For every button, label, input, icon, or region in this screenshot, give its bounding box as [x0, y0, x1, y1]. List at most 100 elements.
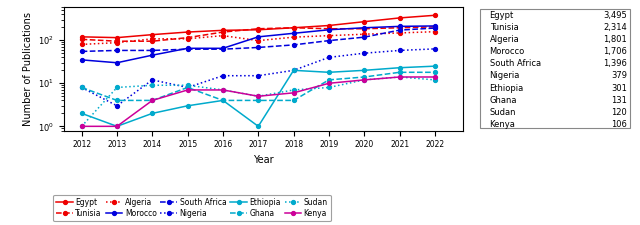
Kenya [255, 95, 262, 98]
Algeria [290, 36, 298, 38]
Sudan [148, 84, 156, 87]
Morocco [360, 26, 368, 29]
South Africa [431, 27, 439, 29]
Kenya [431, 76, 439, 78]
Algeria [78, 43, 86, 46]
Text: 120: 120 [612, 108, 627, 117]
Ethiopia [78, 112, 86, 115]
Text: Kenya: Kenya [490, 120, 515, 129]
Text: 3,495: 3,495 [604, 11, 627, 20]
Nigeria [325, 56, 333, 59]
Morocco [255, 36, 262, 38]
Kenya [184, 89, 191, 91]
Text: Nigeria: Nigeria [490, 71, 520, 80]
Nigeria [184, 86, 191, 89]
Ghana [360, 76, 368, 78]
South Africa [219, 48, 227, 51]
Kenya [78, 125, 86, 128]
South Africa [290, 44, 298, 46]
Ghana [325, 79, 333, 81]
Tunisia [255, 27, 262, 30]
Algeria [325, 34, 333, 37]
Morocco [113, 61, 121, 64]
Nigeria [78, 86, 86, 89]
Ethiopia [431, 65, 439, 68]
Egypt [78, 36, 86, 38]
Egypt [290, 26, 298, 29]
South Africa [78, 50, 86, 53]
Line: Egypt: Egypt [80, 13, 437, 40]
Nigeria [431, 47, 439, 50]
Morocco [148, 54, 156, 56]
Text: 2,314: 2,314 [604, 23, 627, 32]
Tunisia [184, 36, 191, 39]
Algeria [113, 41, 121, 44]
Egypt [360, 20, 368, 23]
Egypt [113, 36, 121, 39]
Morocco [219, 47, 227, 50]
Ethiopia [148, 112, 156, 115]
Text: 1,396: 1,396 [604, 59, 627, 68]
Ethiopia [290, 69, 298, 72]
Algeria [396, 32, 403, 34]
Line: Nigeria: Nigeria [80, 47, 437, 108]
Kenya [325, 82, 333, 85]
Nigeria [113, 104, 121, 107]
Tunisia [113, 40, 121, 43]
Egypt [255, 28, 262, 31]
Text: Morocco: Morocco [490, 47, 525, 56]
Text: Egypt: Egypt [490, 11, 514, 20]
Text: 301: 301 [611, 83, 627, 92]
Line: South Africa: South Africa [80, 26, 437, 53]
Line: Tunisia: Tunisia [80, 25, 437, 43]
Line: Algeria: Algeria [80, 30, 437, 46]
Algeria [219, 34, 227, 37]
Algeria [255, 39, 262, 42]
Text: 1,801: 1,801 [604, 35, 627, 44]
Text: 1,706: 1,706 [604, 47, 627, 56]
Nigeria [290, 69, 298, 72]
Text: 131: 131 [611, 96, 627, 105]
Ethiopia [219, 99, 227, 102]
Sudan [113, 86, 121, 89]
Kenya [219, 89, 227, 91]
Line: Morocco: Morocco [80, 24, 437, 65]
Text: Ethiopia: Ethiopia [490, 83, 524, 92]
Sudan [255, 95, 262, 98]
Ghana [290, 99, 298, 102]
Tunisia [396, 26, 403, 29]
Ghana [396, 71, 403, 74]
Ghana [78, 86, 86, 89]
Morocco [184, 47, 191, 50]
Egypt [431, 14, 439, 17]
Sudan [360, 79, 368, 81]
South Africa [396, 29, 403, 32]
Tunisia [219, 31, 227, 33]
Text: Ghana: Ghana [490, 96, 517, 105]
Text: 106: 106 [611, 120, 627, 129]
Morocco [325, 28, 333, 31]
Egypt [396, 17, 403, 19]
South Africa [184, 48, 191, 51]
Sudan [184, 84, 191, 87]
X-axis label: Year: Year [253, 155, 274, 165]
Tunisia [360, 27, 368, 30]
Nigeria [360, 52, 368, 54]
Line: Ethiopia: Ethiopia [80, 64, 437, 128]
Ethiopia [113, 125, 121, 128]
Ghana [219, 99, 227, 102]
Egypt [148, 33, 156, 36]
Text: South Africa: South Africa [490, 59, 541, 68]
Egypt [219, 29, 227, 32]
Kenya [290, 92, 298, 94]
Kenya [396, 76, 403, 78]
Algeria [431, 30, 439, 33]
Kenya [113, 125, 121, 128]
Tunisia [431, 25, 439, 28]
Tunisia [290, 26, 298, 29]
Nigeria [396, 49, 403, 52]
Algeria [360, 33, 368, 36]
Text: Algeria: Algeria [490, 35, 519, 44]
Algeria [148, 37, 156, 40]
Text: Tunisia: Tunisia [490, 23, 518, 32]
